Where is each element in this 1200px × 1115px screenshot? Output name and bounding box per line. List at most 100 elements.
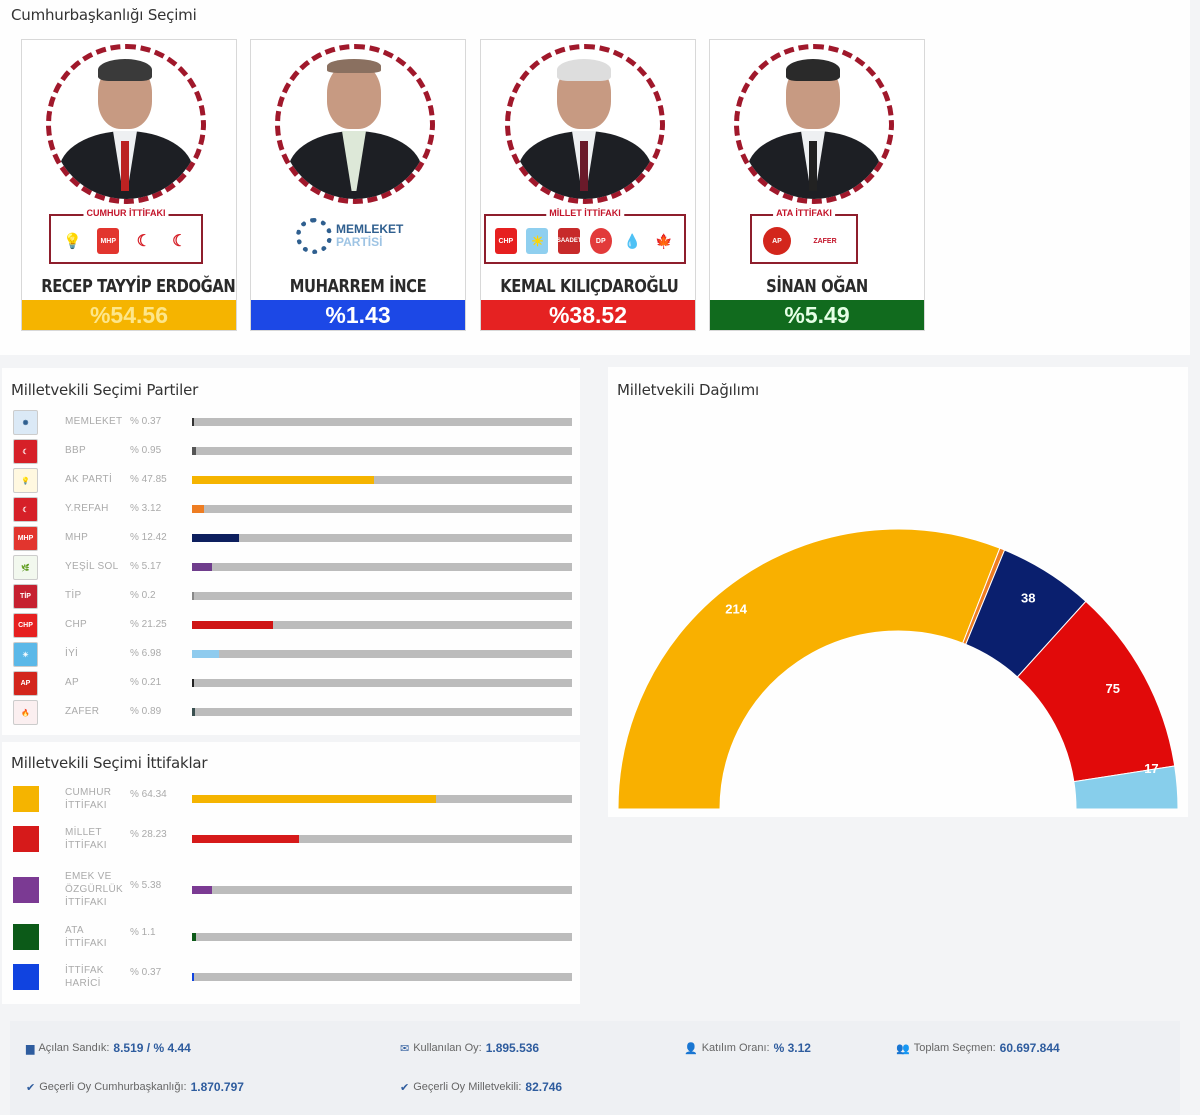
party-bar-fill: [192, 447, 196, 455]
party-percent: % 0.2: [130, 590, 156, 601]
alliance-name-line: İTTİFAKI: [65, 840, 107, 851]
alliance-name: EMEK VE ÖZGÜRLÜK İTTİFAKI: [65, 870, 131, 909]
iyi-logo-icon: ☀: [526, 228, 549, 254]
party-name: MHP: [65, 532, 89, 543]
ak-parti-logo-icon: 💡: [63, 233, 83, 250]
alliance-name-line: CUMHUR: [65, 787, 112, 798]
stat-label: Katılım Oranı:: [701, 1042, 770, 1054]
alliance-name: MİLLET İTTİFAKI: [65, 826, 131, 852]
memleket-gear-icon: [296, 218, 332, 254]
party-row[interactable]: CHP CHP % 21.25: [2, 612, 580, 641]
party-name: AP: [65, 677, 79, 688]
party-row[interactable]: 🔥 ZAFER % 0.89: [2, 699, 580, 728]
party-percent: % 3.12: [130, 503, 162, 514]
party-bar-fill: [192, 708, 196, 716]
alliance-bar-fill: [192, 885, 213, 894]
alliances-title: Milletvekili Seçimi İttifaklar: [11, 754, 208, 772]
stat-item: ✔ Geçerli Oy Milletvekili: 82.746: [400, 1080, 562, 1094]
party-row[interactable]: 🌿 YEŞİL SOL % 5.17: [2, 554, 580, 583]
alliance-name-line: ÖZGÜRLÜK: [65, 884, 123, 895]
party-row[interactable]: ☾ Y.REFAH % 3.12: [2, 496, 580, 525]
party-bar-fill: [192, 592, 194, 600]
alliance-logo-box: CUMHUR İTTİFAKI 💡 MHP ☾ ☾: [49, 208, 203, 264]
parties-panel: Milletvekili Seçimi Partiler ✺ MEMLEKET % …: [2, 368, 580, 735]
party-row[interactable]: ☀ İYİ % 6.98: [2, 641, 580, 670]
party-bar-fill: [192, 534, 240, 542]
alliance-name: CUMHUR İTTİFAKI: [65, 786, 131, 812]
party-bar-fill: [192, 505, 204, 513]
deva-logo-icon: 💧: [623, 232, 642, 249]
stats-footer: ▆ Açılan Sandık: 8.519 / % 4.44 ✉ Kullanılan…: [10, 1021, 1180, 1115]
memleket-party-logo: MEMLEKET PARTİSİ: [296, 218, 403, 254]
seat-label: 75: [1105, 681, 1119, 696]
alliance-name: ATA İTTİFAKI: [65, 924, 131, 950]
alliance-name-line: HARİCİ: [65, 978, 101, 989]
alliance-percent: % 1.1: [130, 927, 156, 938]
party-name: MEMLEKET: [336, 222, 404, 236]
user-icon: 👤: [684, 1042, 698, 1055]
party-row[interactable]: MHP MHP % 12.42: [2, 525, 580, 554]
alliances-panel: Milletvekili Seçimi İttifaklar CUMHUR İTT…: [2, 742, 580, 1004]
candidate-card-erdogan[interactable]: CUMHUR İTTİFAKI 💡 MHP ☾ ☾ RECEP TAYYİP E…: [21, 39, 237, 331]
saadet-logo-icon: SAADET: [557, 228, 581, 254]
alliance-percent: % 28.23: [130, 829, 167, 840]
party-row[interactable]: ✺ MEMLEKET % 0.37: [2, 409, 580, 438]
seat-distribution-panel: Milletvekili Dağılımı 214 38 75 17: [608, 367, 1188, 817]
party-row[interactable]: ☾ BBP % 0.95: [2, 438, 580, 467]
alliance-bar: [192, 933, 572, 941]
ap-logo-icon: AP: [763, 227, 791, 255]
party-name: ZAFER: [65, 706, 100, 717]
party-name: Y.REFAH: [65, 503, 109, 514]
mhp-logo-icon: MHP: [97, 228, 120, 254]
stat-value: 1.870.797: [190, 1080, 244, 1094]
party-bar: [192, 708, 572, 716]
ak-parti-logo-icon: 💡: [13, 468, 38, 493]
party-name: BBP: [65, 445, 86, 456]
party-bar-fill: [192, 563, 212, 571]
party-name: TİP: [65, 590, 82, 601]
stat-value: 1.895.536: [485, 1041, 540, 1055]
zafer-logo-icon: 🔥: [13, 700, 38, 725]
party-sub: PARTİSİ: [336, 235, 383, 249]
party-row[interactable]: AP AP % 0.21: [2, 670, 580, 699]
party-bar: [192, 592, 572, 600]
stat-item: ✔ Geçerli Oy Cumhurbaşkanlığı: 1.870.797: [26, 1080, 244, 1094]
seat-chart-title: Milletvekili Dağılımı: [617, 381, 759, 399]
party-bar-fill: [192, 621, 273, 629]
alliance-name-line: İTTİFAK: [65, 965, 104, 976]
party-row[interactable]: TİP TİP % 0.2: [2, 583, 580, 612]
check-icon: ✔: [26, 1081, 36, 1094]
alliance-bar-fill: [192, 835, 300, 843]
alliance-bar-fill: [192, 933, 197, 941]
dp-logo-icon: DP: [589, 228, 612, 254]
stat-item: 👥 Toplam Seçmen: 60.697.844: [896, 1041, 1060, 1055]
party-name: CHP: [65, 619, 88, 630]
stat-item: 👤 Katılım Oranı:% 3.12: [684, 1041, 811, 1055]
party-name: AK PARTİ: [65, 474, 113, 485]
candidate-percent: %54.56: [22, 300, 236, 330]
seat-hemicycle-chart[interactable]: 214 38 75 17: [608, 507, 1188, 817]
candidate-card-ogan[interactable]: ATA İTTİFAKI AP ZAFER SİNAN OĞAN %5.49: [709, 39, 925, 331]
party-percent: % 0.89: [130, 706, 162, 717]
seat-label: 214: [725, 601, 747, 616]
candidate-card-kilicdaroglu[interactable]: MİLLET İTTİFAKI CHP ☀ SAADET DP 💧 🍁 KEMA…: [480, 39, 696, 331]
chp-logo-icon: CHP: [494, 228, 517, 254]
alliance-color-swatch: [13, 876, 39, 903]
yeniden-refah-logo-icon: ☾: [13, 497, 38, 522]
alliance-name: İTTİFAK HARİCİ: [65, 964, 131, 990]
party-bar: [192, 476, 572, 484]
alliance-bar-fill: [192, 795, 437, 803]
party-row[interactable]: 💡 AK PARTİ % 47.85: [2, 467, 580, 496]
check-icon: ✔: [400, 1081, 410, 1094]
seat-segment[interactable]: [1073, 765, 1179, 810]
stat-label: Toplam Seçmen:: [913, 1042, 996, 1054]
party-bar-fill: [192, 679, 194, 687]
candidate-name: RECEP TAYYİP ERDOĞAN: [41, 276, 236, 297]
candidate-card-ince[interactable]: MEMLEKET PARTİSİ MUHARREM İNCE %1.43: [250, 39, 466, 331]
seat-segment[interactable]: [617, 528, 1001, 810]
party-bar: [192, 447, 572, 455]
ap-logo-icon: AP: [13, 671, 38, 696]
alliance-color-swatch: [13, 826, 39, 852]
party-percent: % 0.37: [130, 416, 162, 427]
stat-label: Geçerli Oy Cumhurbaşkanlığı:: [39, 1081, 187, 1093]
